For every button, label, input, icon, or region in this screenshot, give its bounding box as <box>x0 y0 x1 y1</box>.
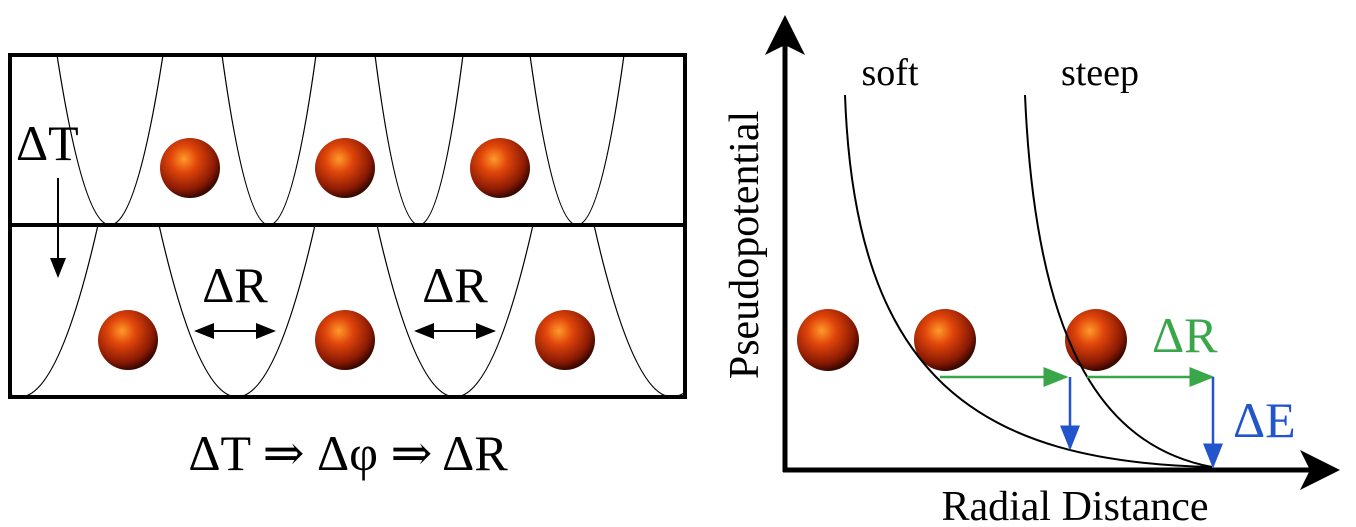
particles <box>98 138 1127 371</box>
x-axis-label: Radial Distance <box>941 484 1208 527</box>
particle <box>160 138 220 198</box>
well <box>221 55 317 225</box>
right-panel <box>765 15 1340 490</box>
particle <box>1065 309 1127 371</box>
caption: ΔT ⇒ Δφ ⇒ ΔR <box>188 425 508 481</box>
particle <box>315 310 375 370</box>
well <box>529 55 625 225</box>
delta-t-label: ΔT <box>16 115 79 171</box>
soft-curve <box>844 94 1213 468</box>
particle <box>315 138 375 198</box>
particle <box>797 309 859 371</box>
particle <box>914 309 976 371</box>
delta-r-label: ΔR <box>422 257 488 313</box>
delta-r-label: ΔR <box>202 257 268 313</box>
curve-label: soft <box>862 52 919 94</box>
steep-curve <box>1024 94 1213 468</box>
particle <box>535 310 595 370</box>
delta-r-label: ΔR <box>1152 307 1218 363</box>
well <box>374 55 464 225</box>
left-panel <box>8 53 687 399</box>
particle <box>98 310 158 370</box>
curve-label: steep <box>1061 52 1139 94</box>
y-axis-label: Pseudopotential <box>722 111 768 379</box>
well <box>10 225 99 397</box>
particle <box>470 138 530 198</box>
delta-e-label: ΔE <box>1233 392 1296 448</box>
